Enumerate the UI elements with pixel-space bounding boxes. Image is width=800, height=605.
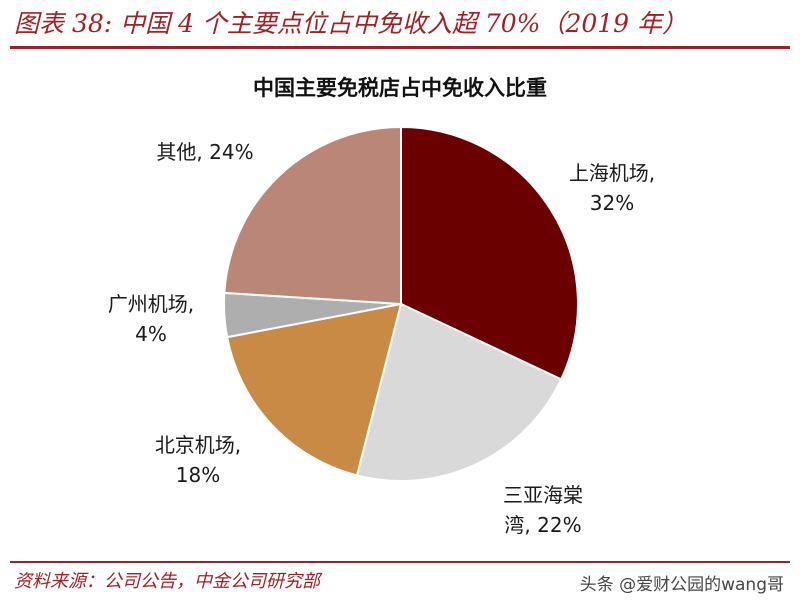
watermark: 头条 @爱财公园的wang哥	[579, 575, 784, 595]
pie-chart	[223, 125, 579, 482]
source-note: 资料来源：公司公告，中金公司研究部	[14, 571, 320, 592]
slice-beijing	[225, 302, 403, 477]
slice-label-guangzhou-name: 广州机场,	[107, 292, 195, 316]
slice-label-sanya-name: 三亚海棠	[503, 483, 583, 507]
slice-label-guangzhou-value: 4%	[135, 322, 167, 346]
slice-label-sanya: 三亚海棠 湾, 22%	[478, 480, 608, 540]
slice-label-shanghai: 上海机场, 32%	[552, 158, 672, 218]
slice-label-other: 其他, 24%	[140, 137, 270, 167]
slice-label-shanghai-value: 32%	[589, 191, 635, 215]
slice-label-beijing-value: 18%	[175, 463, 221, 487]
slice-label-beijing: 北京机场, 18%	[138, 430, 258, 490]
figure-header: 图表 38: 中国 4 个主要点位占中免收入超 70%（2019 年）	[10, 0, 790, 46]
slice-label-shanghai-name: 上海机场,	[568, 161, 656, 185]
slice-label-sanya-value: 湾, 22%	[504, 513, 582, 537]
slice-label-beijing-name: 北京机场,	[154, 433, 242, 457]
figure-title: 图表 38: 中国 4 个主要点位占中免收入超 70%（2019 年）	[14, 9, 688, 38]
header-rule	[10, 46, 790, 49]
slice-shanghai	[400, 125, 579, 381]
footer-rule	[10, 561, 790, 563]
slice-other	[223, 125, 402, 306]
chart-title: 中国主要免税店占中免收入比重	[253, 76, 547, 100]
slice-label-other-name: 其他, 24%	[156, 140, 254, 164]
slice-label-guangzhou: 广州机场, 4%	[96, 289, 206, 349]
slice-sanya	[355, 302, 563, 482]
